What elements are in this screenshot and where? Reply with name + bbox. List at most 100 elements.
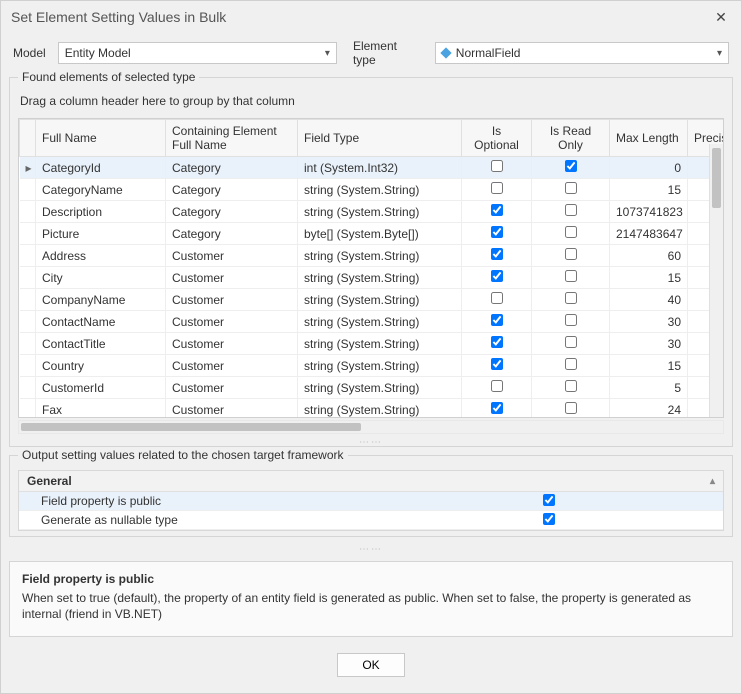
cell-full-name[interactable]: ContactName (36, 311, 166, 333)
cell-containing[interactable]: Category (166, 201, 298, 223)
cell-max-length[interactable]: 30 (610, 333, 688, 355)
cell-field-type[interactable]: string (System.String) (298, 201, 462, 223)
cell-field-type[interactable]: string (System.String) (298, 311, 462, 333)
cell-max-length[interactable]: 60 (610, 245, 688, 267)
cell-is-optional-checkbox[interactable] (491, 292, 503, 304)
cell-field-type[interactable]: int (System.Int32) (298, 157, 462, 179)
group-drop-area[interactable]: Drag a column header here to group by th… (10, 88, 732, 114)
cell-is-readonly-checkbox[interactable] (565, 160, 577, 172)
cell-full-name[interactable]: CompanyName (36, 289, 166, 311)
cell-is-optional-checkbox[interactable] (491, 336, 503, 348)
cell-full-name[interactable]: Address (36, 245, 166, 267)
cell-is-readonly-checkbox[interactable] (565, 292, 577, 304)
splitter-grip-icon[interactable]: ⋯⋯ (10, 438, 732, 448)
cell-is-readonly-checkbox[interactable] (565, 270, 577, 282)
cell-is-optional-checkbox[interactable] (491, 226, 503, 238)
cell-is-readonly-checkbox[interactable] (565, 248, 577, 260)
property-value[interactable] (374, 494, 723, 509)
cell-containing[interactable]: Customer (166, 289, 298, 311)
cell-is-readonly[interactable] (532, 333, 610, 355)
cell-is-readonly-checkbox[interactable] (565, 358, 577, 370)
table-row[interactable]: CategoryNameCategorystring (System.Strin… (20, 179, 725, 201)
cell-full-name[interactable]: City (36, 267, 166, 289)
cell-is-optional-checkbox[interactable] (491, 182, 503, 194)
table-row[interactable]: CountryCustomerstring (System.String)15 (20, 355, 725, 377)
cell-is-readonly-checkbox[interactable] (565, 402, 577, 414)
table-row[interactable]: FaxCustomerstring (System.String)24 (20, 399, 725, 419)
cell-max-length[interactable]: 0 (610, 157, 688, 179)
property-value[interactable] (374, 513, 723, 528)
cell-is-readonly[interactable] (532, 179, 610, 201)
cell-containing[interactable]: Customer (166, 333, 298, 355)
table-row[interactable]: CityCustomerstring (System.String)15 (20, 267, 725, 289)
cell-max-length[interactable]: 15 (610, 355, 688, 377)
cell-is-readonly[interactable] (532, 157, 610, 179)
table-row[interactable]: CompanyNameCustomerstring (System.String… (20, 289, 725, 311)
cell-field-type[interactable]: string (System.String) (298, 179, 462, 201)
table-row[interactable]: ContactNameCustomerstring (System.String… (20, 311, 725, 333)
cell-full-name[interactable]: CategoryName (36, 179, 166, 201)
cell-full-name[interactable]: Picture (36, 223, 166, 245)
cell-is-optional-checkbox[interactable] (491, 248, 503, 260)
cell-field-type[interactable]: string (System.String) (298, 333, 462, 355)
col-is-readonly[interactable]: Is Read Only (532, 120, 610, 157)
table-row[interactable]: AddressCustomerstring (System.String) 60 (20, 245, 725, 267)
close-icon[interactable]: ✕ (711, 9, 731, 26)
cell-containing[interactable]: Customer (166, 267, 298, 289)
ok-button[interactable]: OK (337, 653, 404, 677)
cell-is-optional-checkbox[interactable] (491, 358, 503, 370)
cell-max-length[interactable]: 15 (610, 179, 688, 201)
cell-is-optional-checkbox[interactable] (491, 160, 503, 172)
cell-containing[interactable]: Customer (166, 245, 298, 267)
scrollbar-thumb[interactable] (712, 148, 721, 208)
cell-full-name[interactable]: CategoryId (36, 157, 166, 179)
cell-is-optional-checkbox[interactable] (491, 380, 503, 392)
cell-field-type[interactable]: string (System.String) (298, 289, 462, 311)
property-section-header[interactable]: General ▴ (19, 471, 723, 492)
cell-containing[interactable]: Customer (166, 377, 298, 399)
cell-field-type[interactable]: string (System.String) (298, 245, 462, 267)
cell-max-length[interactable]: 5 (610, 377, 688, 399)
table-row[interactable]: CustomerIdCustomerstring (System.String)… (20, 377, 725, 399)
cell-is-readonly[interactable] (532, 311, 610, 333)
cell-is-readonly-checkbox[interactable] (565, 182, 577, 194)
model-combobox[interactable]: Entity Model ▾ (58, 42, 337, 64)
cell-containing[interactable]: Customer (166, 355, 298, 377)
cell-full-name[interactable]: CustomerId (36, 377, 166, 399)
cell-max-length[interactable]: 30 (610, 311, 688, 333)
property-row[interactable]: Field property is public (19, 492, 723, 511)
cell-field-type[interactable]: byte[] (System.Byte[]) (298, 223, 462, 245)
cell-is-optional-checkbox[interactable] (491, 204, 503, 216)
cell-is-optional[interactable] (462, 355, 532, 377)
cell-is-readonly[interactable] (532, 201, 610, 223)
col-full-name[interactable]: Full Name (36, 120, 166, 157)
cell-is-optional-checkbox[interactable] (491, 270, 503, 282)
cell-is-readonly[interactable] (532, 355, 610, 377)
cell-is-optional[interactable] (462, 223, 532, 245)
cell-is-readonly-checkbox[interactable] (565, 314, 577, 326)
cell-is-optional[interactable] (462, 201, 532, 223)
cell-is-optional[interactable] (462, 399, 532, 419)
cell-is-readonly[interactable] (532, 223, 610, 245)
cell-is-readonly[interactable] (532, 245, 610, 267)
cell-is-optional[interactable] (462, 267, 532, 289)
cell-full-name[interactable]: Description (36, 201, 166, 223)
cell-is-optional[interactable] (462, 333, 532, 355)
cell-containing[interactable]: Customer (166, 311, 298, 333)
cell-is-optional[interactable] (462, 311, 532, 333)
property-row[interactable]: Generate as nullable type (19, 511, 723, 530)
col-field-type[interactable]: Field Type (298, 120, 462, 157)
cell-is-optional[interactable] (462, 289, 532, 311)
vertical-scrollbar[interactable] (709, 144, 723, 417)
cell-max-length[interactable]: 1073741823 (610, 201, 688, 223)
cell-is-optional[interactable] (462, 245, 532, 267)
cell-full-name[interactable]: Fax (36, 399, 166, 419)
cell-is-readonly-checkbox[interactable] (565, 226, 577, 238)
cell-field-type[interactable]: string (System.String) (298, 355, 462, 377)
cell-max-length[interactable]: 24 (610, 399, 688, 419)
cell-is-optional-checkbox[interactable] (491, 314, 503, 326)
cell-field-type[interactable]: string (System.String) (298, 377, 462, 399)
table-row[interactable]: ContactTitleCustomerstring (System.Strin… (20, 333, 725, 355)
splitter-grip-icon[interactable]: ⋯⋯ (1, 545, 741, 555)
cell-max-length[interactable]: 40 (610, 289, 688, 311)
